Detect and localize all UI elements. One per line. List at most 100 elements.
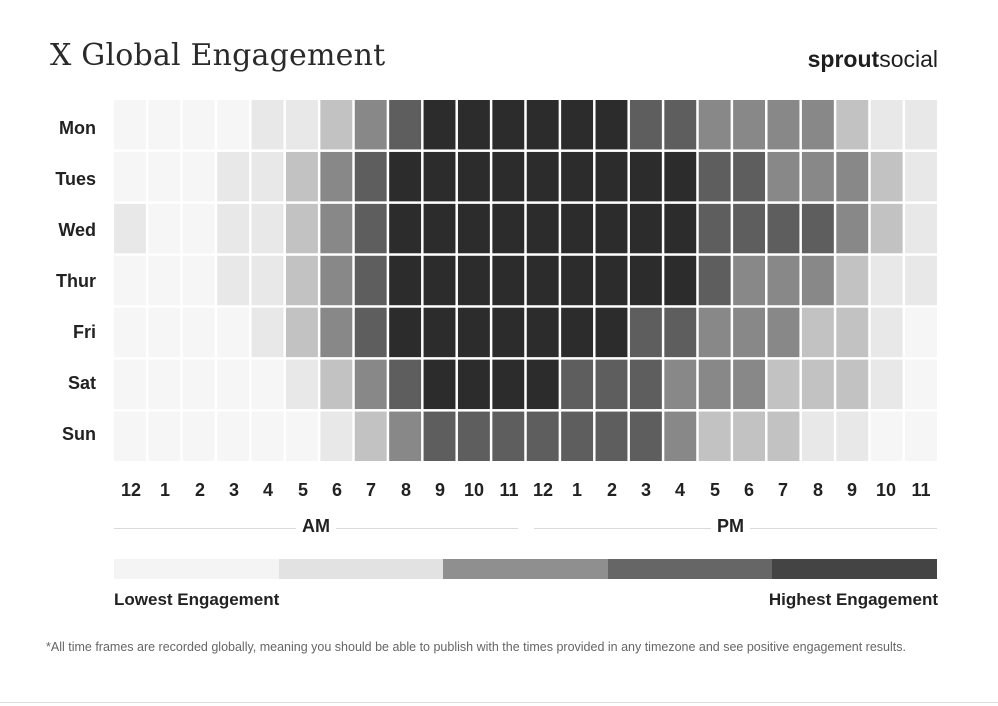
am-label: AM bbox=[296, 516, 336, 537]
heatmap-cell bbox=[389, 203, 422, 254]
heatmap-cell bbox=[595, 359, 628, 410]
legend-swatch bbox=[278, 559, 444, 579]
hour-label: 2 bbox=[194, 480, 205, 500]
hour-label: 1 bbox=[571, 480, 582, 500]
heatmap-cell bbox=[182, 307, 215, 358]
heatmap-cell bbox=[423, 307, 456, 358]
heatmap-cell bbox=[423, 255, 456, 306]
heatmap-cell bbox=[320, 100, 353, 150]
hour-label: 7 bbox=[777, 480, 788, 500]
heatmap-cell bbox=[354, 255, 387, 306]
heatmap-cell bbox=[148, 359, 181, 410]
heatmap-cell bbox=[870, 100, 903, 150]
heatmap-cell bbox=[217, 359, 250, 410]
heatmap-cell bbox=[182, 255, 215, 306]
heatmap-cell bbox=[251, 151, 284, 202]
heatmap-cell bbox=[389, 359, 422, 410]
heatmap-cell bbox=[905, 411, 937, 461]
heatmap-cell bbox=[595, 203, 628, 254]
heatmap-cell bbox=[801, 203, 834, 254]
heatmap-cell bbox=[217, 151, 250, 202]
hour-label: 12 bbox=[120, 480, 142, 500]
heatmap-cell bbox=[698, 100, 731, 150]
heatmap-cell bbox=[801, 359, 834, 410]
heatmap-cell bbox=[767, 100, 800, 150]
heatmap-cell bbox=[492, 100, 525, 150]
heatmap-cell bbox=[320, 307, 353, 358]
heatmap-cell bbox=[905, 100, 937, 150]
heatmap-cell bbox=[423, 100, 456, 150]
heatmap-cell bbox=[114, 411, 146, 461]
heatmap-cell bbox=[870, 411, 903, 461]
heatmap-cell bbox=[801, 255, 834, 306]
hour-label: 10 bbox=[875, 480, 897, 500]
hour-label: 12 bbox=[532, 480, 554, 500]
hour-label: 3 bbox=[640, 480, 651, 500]
heatmap-cell bbox=[595, 255, 628, 306]
day-label-tues: Tues bbox=[55, 169, 96, 189]
heatmap-cell bbox=[251, 359, 284, 410]
heatmap-cell bbox=[561, 411, 594, 461]
heatmap-cell bbox=[561, 203, 594, 254]
logo-text-light: social bbox=[879, 46, 938, 72]
hour-label: 6 bbox=[743, 480, 754, 500]
heatmap-cell bbox=[148, 151, 181, 202]
heatmap-cell bbox=[492, 359, 525, 410]
heatmap-cell bbox=[595, 307, 628, 358]
heatmap-cell bbox=[423, 151, 456, 202]
legend-swatch bbox=[443, 559, 609, 579]
heatmap-cell bbox=[389, 255, 422, 306]
heatmap-cell bbox=[114, 151, 146, 202]
hour-label: 8 bbox=[400, 480, 411, 500]
heatmap-cell bbox=[801, 100, 834, 150]
heatmap-cell bbox=[526, 307, 559, 358]
heatmap-cell bbox=[285, 359, 318, 410]
heatmap-cell bbox=[526, 255, 559, 306]
heatmap-cell bbox=[354, 203, 387, 254]
heatmap-cell bbox=[148, 411, 181, 461]
heatmap-cell bbox=[767, 307, 800, 358]
heatmap-cell bbox=[217, 255, 250, 306]
heatmap-cell bbox=[698, 203, 731, 254]
heatmap-cell bbox=[767, 411, 800, 461]
heatmap-cell bbox=[767, 151, 800, 202]
heatmap-cell bbox=[836, 307, 869, 358]
bottom-divider bbox=[0, 702, 998, 703]
heatmap-cell bbox=[836, 203, 869, 254]
hour-label: 1 bbox=[159, 480, 170, 500]
heatmap-cell bbox=[561, 307, 594, 358]
heatmap-cell bbox=[526, 411, 559, 461]
heatmap-cell bbox=[561, 151, 594, 202]
day-label-wed: Wed bbox=[58, 220, 96, 240]
heatmap-cell bbox=[836, 411, 869, 461]
heatmap-cell bbox=[285, 151, 318, 202]
heatmap-cell bbox=[148, 100, 181, 150]
heatmap-cell bbox=[320, 151, 353, 202]
heatmap-cell bbox=[801, 151, 834, 202]
hour-label: 3 bbox=[228, 480, 239, 500]
heatmap-cell bbox=[457, 411, 490, 461]
heatmap-cell bbox=[114, 359, 146, 410]
hour-label: 11 bbox=[499, 480, 519, 500]
heatmap-cell bbox=[285, 411, 318, 461]
heatmap-cell bbox=[457, 359, 490, 410]
heatmap-cell bbox=[526, 359, 559, 410]
heatmap-cell bbox=[836, 100, 869, 150]
heatmap-cell bbox=[354, 151, 387, 202]
heatmap-cell bbox=[354, 411, 387, 461]
heatmap-cell bbox=[251, 307, 284, 358]
heatmap-cell bbox=[733, 359, 766, 410]
heatmap-cell bbox=[905, 203, 937, 254]
heatmap-cell bbox=[767, 359, 800, 410]
heatmap-cell bbox=[148, 307, 181, 358]
heatmap-cell bbox=[733, 411, 766, 461]
heatmap-cell bbox=[285, 100, 318, 150]
heatmap-cell bbox=[801, 307, 834, 358]
logo-text-bold: sprout bbox=[807, 46, 880, 72]
hour-label: 9 bbox=[846, 480, 857, 500]
heatmap-cell bbox=[836, 255, 869, 306]
heatmap-cell bbox=[492, 151, 525, 202]
heatmap-cell bbox=[457, 151, 490, 202]
heatmap-cell bbox=[767, 255, 800, 306]
heatmap-cell bbox=[389, 100, 422, 150]
